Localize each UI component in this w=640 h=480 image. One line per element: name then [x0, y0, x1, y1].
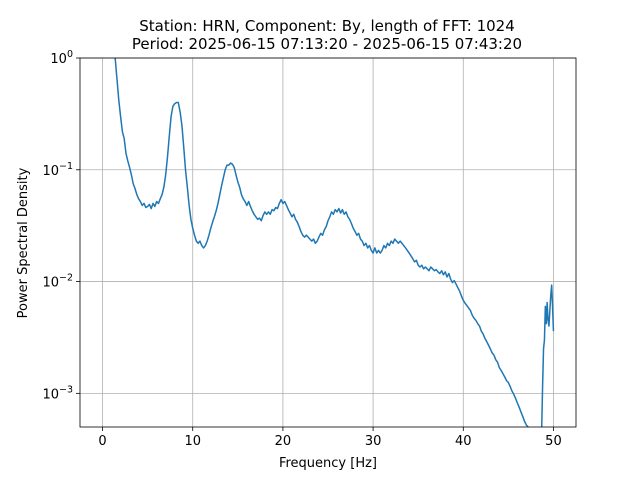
x-tick-label: 50: [545, 434, 562, 449]
x-tick-label: 40: [455, 434, 472, 449]
y-tick-label: 10−1: [42, 161, 73, 179]
x-axis-ticks: 0 10 20 30 40 50: [98, 427, 562, 449]
x-tick-label: 30: [365, 434, 382, 449]
y-tick-label: 10−3: [42, 384, 73, 402]
x-axis-label: Frequency [Hz]: [279, 456, 377, 471]
y-axis-ticks: 10−3 10−2 10−1 100: [42, 49, 80, 402]
x-tick-label: 10: [184, 434, 201, 449]
y-axis-label: Power Spectral Density: [16, 167, 31, 318]
series-layer: [114, 58, 555, 427]
x-tick-label: 20: [275, 434, 292, 449]
chart-title-line-1: Station: HRN, Component: By, length of F…: [139, 17, 515, 35]
y-tick-label: 100: [50, 49, 73, 67]
psd-series-line: [540, 284, 555, 427]
y-tick-label: 10−2: [42, 273, 73, 291]
plot-frame: [79, 57, 577, 428]
x-tick-label: 0: [98, 434, 106, 449]
chart-title-line-2: Period: 2025-06-15 07:13:20 - 2025-06-15…: [132, 35, 522, 53]
psd-series-line: [114, 58, 529, 427]
axes-frame: [79, 57, 577, 428]
